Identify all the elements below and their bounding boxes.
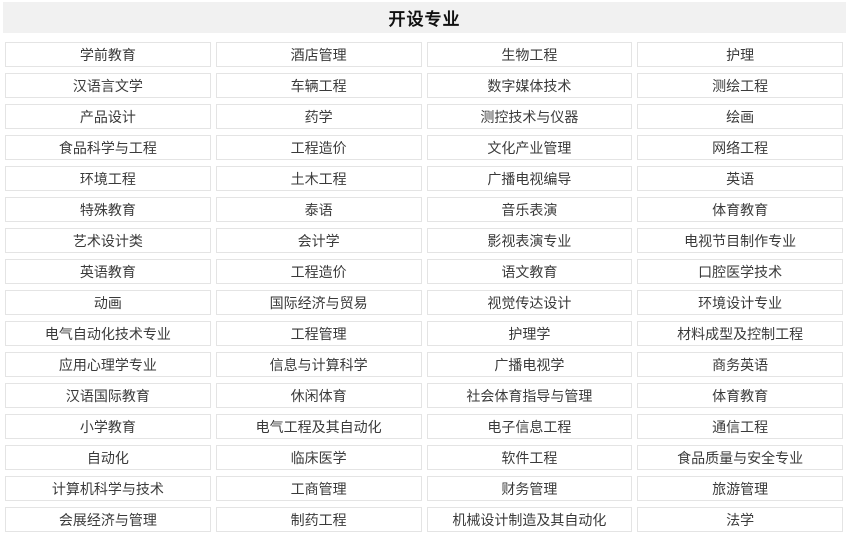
page-title: 开设专业 — [388, 10, 461, 29]
major-cell[interactable]: 软件工程 — [426, 445, 633, 470]
major-cell[interactable]: 材料成型及控制工程 — [637, 321, 843, 346]
major-cell[interactable]: 口腔医学技术 — [637, 259, 843, 284]
major-cell[interactable]: 特殊教育 — [5, 197, 211, 222]
page-title-bar: 开设专业 — [3, 2, 846, 33]
major-cell[interactable]: 酒店管理 — [215, 42, 422, 67]
major-cell[interactable]: 法学 — [637, 507, 843, 532]
major-cell[interactable]: 食品科学与工程 — [5, 135, 211, 160]
major-cell[interactable]: 药学 — [215, 104, 422, 129]
major-cell[interactable]: 动画 — [5, 290, 211, 315]
major-cell[interactable]: 电视节目制作专业 — [637, 228, 843, 253]
major-cell[interactable]: 环境工程 — [5, 166, 211, 191]
major-cell[interactable]: 电气自动化技术专业 — [5, 321, 211, 346]
major-cell[interactable]: 财务管理 — [426, 476, 633, 501]
major-cell[interactable]: 广播电视编导 — [426, 166, 633, 191]
major-cell[interactable]: 会计学 — [215, 228, 422, 253]
major-cell[interactable]: 护理学 — [426, 321, 633, 346]
major-cell[interactable]: 文化产业管理 — [426, 135, 633, 160]
major-cell[interactable]: 网络工程 — [637, 135, 843, 160]
major-cell[interactable]: 体育教育 — [637, 197, 843, 222]
major-cell[interactable]: 测控技术与仪器 — [426, 104, 633, 129]
major-cell[interactable]: 商务英语 — [637, 352, 843, 377]
major-cell[interactable]: 休闲体育 — [215, 383, 422, 408]
major-cell[interactable]: 工程造价 — [215, 135, 422, 160]
major-cell[interactable]: 视觉传达设计 — [426, 290, 633, 315]
major-cell[interactable]: 绘画 — [637, 104, 843, 129]
major-cell[interactable]: 数字媒体技术 — [426, 73, 633, 98]
major-cell[interactable]: 工商管理 — [215, 476, 422, 501]
major-cell[interactable]: 音乐表演 — [426, 197, 633, 222]
major-cell[interactable]: 制药工程 — [215, 507, 422, 532]
major-cell[interactable]: 社会体育指导与管理 — [426, 383, 633, 408]
major-cell[interactable]: 会展经济与管理 — [5, 507, 211, 532]
major-cell[interactable]: 生物工程 — [426, 42, 633, 67]
major-cell[interactable]: 英语教育 — [5, 259, 211, 284]
majors-grid: 学前教育 酒店管理 生物工程 护理汉语言文学 车辆工程 数字媒体技术 测绘工程产品设计 药学测… — [5, 42, 843, 532]
major-cell[interactable]: 电子信息工程 — [426, 414, 633, 439]
major-cell[interactable]: 信息与计算科学 — [215, 352, 422, 377]
major-cell[interactable]: 小学教育 — [5, 414, 211, 439]
major-cell[interactable]: 测绘工程 — [637, 73, 843, 98]
major-cell[interactable]: 通信工程 — [637, 414, 843, 439]
major-cell[interactable]: 语文教育 — [426, 259, 633, 284]
major-cell[interactable]: 食品质量与安全专业 — [637, 445, 843, 470]
major-cell[interactable]: 泰语 — [215, 197, 422, 222]
major-cell[interactable]: 体育教育 — [637, 383, 843, 408]
major-cell[interactable]: 汉语言文学 — [5, 73, 211, 98]
major-cell[interactable]: 影视表演专业 — [426, 228, 633, 253]
major-cell[interactable]: 广播电视学 — [426, 352, 633, 377]
major-cell[interactable]: 环境设计专业 — [637, 290, 843, 315]
major-cell[interactable]: 汉语国际教育 — [5, 383, 211, 408]
major-cell[interactable]: 护理 — [637, 42, 843, 67]
major-cell[interactable]: 应用心理学专业 — [5, 352, 211, 377]
major-cell[interactable]: 工程管理 — [215, 321, 422, 346]
major-cell[interactable]: 学前教育 — [5, 42, 211, 67]
major-cell[interactable]: 车辆工程 — [215, 73, 422, 98]
major-cell[interactable]: 产品设计 — [5, 104, 211, 129]
major-cell[interactable]: 土木工程 — [215, 166, 422, 191]
major-cell[interactable]: 临床医学 — [215, 445, 422, 470]
major-cell[interactable]: 工程造价 — [215, 259, 422, 284]
major-cell[interactable]: 计算机科学与技术 — [5, 476, 211, 501]
major-cell[interactable]: 自动化 — [5, 445, 211, 470]
major-cell[interactable]: 旅游管理 — [637, 476, 843, 501]
major-cell[interactable]: 英语 — [637, 166, 843, 191]
major-cell[interactable]: 机械设计制造及其自动化 — [426, 507, 633, 532]
major-cell[interactable]: 电气工程及其自动化 — [215, 414, 422, 439]
major-cell[interactable]: 国际经济与贸易 — [215, 290, 422, 315]
major-cell[interactable]: 艺术设计类 — [5, 228, 211, 253]
